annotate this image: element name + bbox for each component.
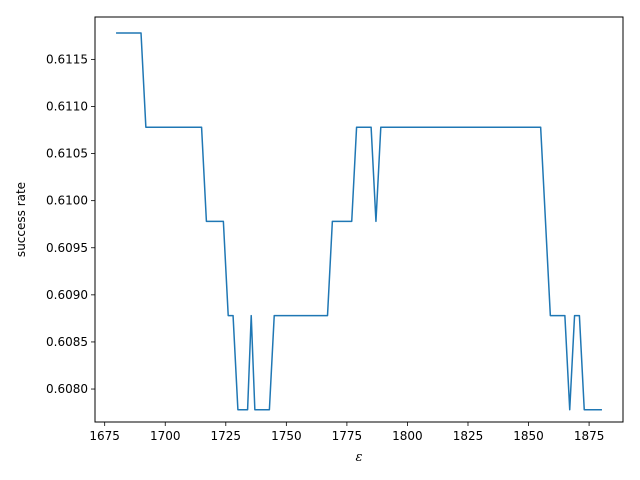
x-tick-label: 1675 xyxy=(89,429,120,443)
y-tick-label: 0.6095 xyxy=(46,241,88,255)
x-tick-label: 1825 xyxy=(453,429,484,443)
x-axis: 1675 1700 1725 1750 1775 1800 1825 1850 1875 xyxy=(89,422,604,443)
plot-area xyxy=(116,32,602,411)
y-tick-label: 0.6085 xyxy=(46,335,88,349)
y-tick-label: 0.6090 xyxy=(46,288,88,302)
y-axis: 0.6080 0.6085 0.6090 0.6095 0.6100 0.6105 0.61… xyxy=(46,52,95,396)
x-axis-label: ε xyxy=(356,450,363,465)
series-line-0 xyxy=(116,32,602,411)
y-tick-label: 0.6110 xyxy=(46,99,88,113)
x-tick-label: 1775 xyxy=(332,429,363,443)
x-tick-label: 1750 xyxy=(271,429,302,443)
y-tick-label: 0.6105 xyxy=(46,147,88,161)
y-tick-label: 0.6115 xyxy=(46,52,88,66)
y-tick-label: 0.6100 xyxy=(46,194,88,208)
x-tick-label: 1700 xyxy=(150,429,181,443)
x-tick-label: 1850 xyxy=(513,429,544,443)
x-tick-label: 1875 xyxy=(574,429,605,443)
y-tick-label: 0.6080 xyxy=(46,382,88,396)
y-axis-label: success rate xyxy=(14,182,28,257)
x-tick-label: 1800 xyxy=(392,429,423,443)
axes-frame xyxy=(94,16,624,423)
x-tick-label: 1725 xyxy=(211,429,242,443)
